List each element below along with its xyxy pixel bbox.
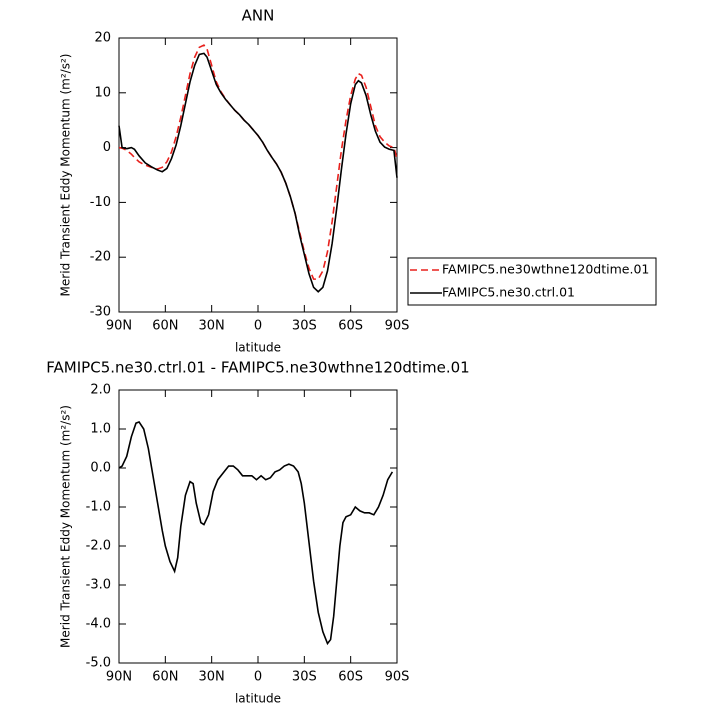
x-tick-label: 0: [254, 319, 262, 334]
y-tick-label: 0: [103, 140, 111, 155]
x-tick-label: 90S: [385, 670, 410, 685]
x-tick-label: 60S: [338, 670, 363, 685]
x-tick-label: 0: [254, 670, 262, 685]
y-tick-label: 0.0: [90, 461, 111, 476]
y-tick-label: 1.0: [90, 422, 111, 437]
y-tick-label: 10: [94, 85, 111, 100]
x-tick-label: 90S: [385, 319, 410, 334]
y-tick-label: -4.0: [86, 617, 111, 632]
x-tick-label: 60N: [152, 319, 178, 334]
series-line: [118, 44, 398, 280]
y-tick-label: -20: [90, 250, 111, 265]
legend-box: [407, 257, 657, 306]
y-tick-label: -5.0: [86, 656, 111, 671]
x-axis-label: latitude: [235, 692, 281, 706]
legend-label: FAMIPC5.ne30.ctrl.01: [442, 285, 575, 300]
x-tick-label: 90N: [106, 319, 132, 334]
series-line: [118, 52, 398, 293]
x-tick-label: 60N: [152, 670, 178, 685]
y-tick-label: 20: [94, 31, 111, 46]
x-tick-label: 30S: [292, 319, 317, 334]
y-tick-label: -1.0: [86, 500, 111, 515]
plot-frame: [118, 389, 398, 664]
x-tick-label: 30N: [199, 319, 225, 334]
y-tick-label: -30: [90, 305, 111, 320]
y-axis-label: Merid Transient Eddy Momentum (m²/s²): [59, 405, 73, 648]
x-tick-label: 30N: [199, 670, 225, 685]
chart-title: ANN: [242, 7, 275, 25]
y-tick-label: -10: [90, 195, 111, 210]
x-tick-label: 90N: [106, 670, 132, 685]
x-tick-label: 60S: [338, 319, 363, 334]
series-line: [118, 421, 394, 646]
legend-label: FAMIPC5.ne30wthne120dtime.01: [442, 262, 649, 277]
y-tick-label: 2.0: [90, 383, 111, 398]
x-tick-label: 30S: [292, 670, 317, 685]
chart-title: FAMIPC5.ne30.ctrl.01 - FAMIPC5.ne30wthne…: [46, 359, 469, 377]
y-tick-label: -2.0: [86, 539, 111, 554]
x-axis-label: latitude: [235, 341, 281, 355]
y-tick-label: -3.0: [86, 578, 111, 593]
y-axis-label: Merid Transient Eddy Momentum (m²/s²): [59, 54, 73, 297]
